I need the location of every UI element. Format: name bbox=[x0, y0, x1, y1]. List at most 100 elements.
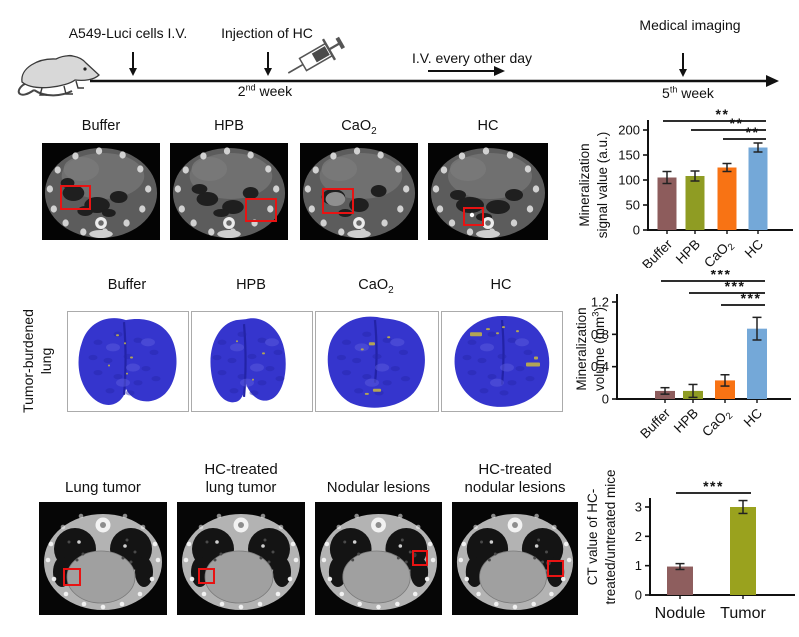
lung-render-hc bbox=[441, 311, 563, 412]
row1-label-hc: HC bbox=[428, 118, 548, 135]
ct-image-cao2 bbox=[300, 143, 418, 240]
arrow-right-icon bbox=[428, 64, 506, 83]
svg-text:HPB: HPB bbox=[673, 237, 703, 267]
arrow-down-icon bbox=[127, 52, 139, 81]
row1-label-hpb: HPB bbox=[170, 118, 288, 135]
ct-image-hc-nodular bbox=[452, 502, 578, 615]
svg-text:**: ** bbox=[716, 108, 730, 122]
svg-text:200: 200 bbox=[618, 123, 640, 138]
syringe-icon bbox=[283, 34, 349, 85]
group-label: CaO bbox=[341, 118, 372, 134]
label-line1: Lung tumor bbox=[65, 479, 141, 497]
timeline-label-injection: Injection of HC bbox=[221, 25, 313, 41]
ylabel-line: signal value (a.u.) bbox=[595, 131, 610, 239]
svg-text:Buffer: Buffer bbox=[639, 236, 675, 268]
timeline-axis bbox=[88, 70, 780, 97]
group-label: HPB bbox=[236, 277, 266, 293]
ct-image-hpb bbox=[170, 143, 288, 240]
row3-label-lung-tumor: Lung tumor bbox=[39, 456, 167, 498]
group-label-sub: 2 bbox=[371, 125, 377, 137]
arrow-down-icon bbox=[677, 53, 689, 82]
ylabel-line: CT value of HC- bbox=[585, 488, 601, 586]
row1-label-buffer: Buffer bbox=[42, 118, 160, 135]
week5-number: 5 bbox=[662, 85, 670, 101]
svg-text:0.8: 0.8 bbox=[591, 327, 609, 342]
ct-image-buffer bbox=[42, 143, 160, 240]
label-line1: HC-treated bbox=[478, 460, 552, 478]
roi-box bbox=[322, 188, 354, 214]
roi-box bbox=[198, 568, 215, 584]
ct-image-lung-tumor bbox=[39, 502, 167, 615]
svg-text:0: 0 bbox=[633, 223, 640, 238]
label-line1: HC-treated bbox=[204, 460, 278, 478]
side-label-line2: lung bbox=[38, 347, 54, 375]
svg-text:0: 0 bbox=[635, 588, 642, 603]
ct-image-hc bbox=[428, 143, 548, 240]
svg-text:50: 50 bbox=[626, 198, 640, 213]
svg-text:CaO2: CaO2 bbox=[701, 237, 737, 268]
svg-text:HC: HC bbox=[741, 405, 766, 430]
row3-label-hc-nodular: HC-treated nodular lesions bbox=[452, 456, 578, 498]
row2-label-buffer: Buffer bbox=[67, 277, 187, 294]
roi-box bbox=[60, 185, 91, 210]
group-label: HC bbox=[490, 277, 512, 293]
group-label: Buffer bbox=[81, 118, 121, 134]
row2-label-hc: HC bbox=[441, 277, 561, 294]
row3-label-nodular: Nodular lesions bbox=[315, 456, 442, 498]
roi-box bbox=[245, 198, 277, 222]
svg-text:Buffer: Buffer bbox=[637, 405, 673, 441]
svg-text:**: ** bbox=[746, 124, 760, 140]
row2-label-hpb: HPB bbox=[191, 277, 311, 294]
timeline-week2: 2nd week bbox=[225, 83, 305, 100]
week2-ordinal: nd bbox=[245, 82, 256, 93]
row3-label-hc-lung-tumor: HC-treated lung tumor bbox=[177, 456, 305, 498]
label-line2: nodular lesions bbox=[464, 479, 566, 497]
group-label: Buffer bbox=[107, 277, 147, 293]
side-label-line1: Tumor-burdened bbox=[19, 309, 36, 413]
roi-box bbox=[463, 207, 484, 226]
group-label: HPB bbox=[214, 118, 244, 134]
timeline-label-cells: A549-Luci cells I.V. bbox=[68, 25, 188, 41]
svg-text:Nodule: Nodule bbox=[655, 605, 706, 622]
svg-text:1.2: 1.2 bbox=[591, 295, 609, 310]
svg-text:1: 1 bbox=[635, 558, 642, 573]
svg-text:***: *** bbox=[711, 270, 732, 282]
svg-text:100: 100 bbox=[618, 173, 640, 188]
week5-word: week bbox=[677, 85, 714, 101]
roi-box bbox=[412, 550, 428, 566]
label-line2: lung tumor bbox=[205, 479, 277, 497]
chart-ct-value: 0 1 2 3 *** Nodule Tumor bbox=[635, 478, 795, 622]
timeline-label-imaging: Medical imaging bbox=[639, 17, 741, 33]
svg-text:HPB: HPB bbox=[671, 406, 701, 436]
svg-text:150: 150 bbox=[618, 148, 640, 163]
lung-render-buffer bbox=[67, 311, 189, 412]
svg-text:***: *** bbox=[741, 290, 762, 306]
group-label: CaO bbox=[358, 277, 389, 293]
svg-text:Tumor: Tumor bbox=[720, 605, 766, 622]
timeline-week5: 5th week bbox=[650, 85, 726, 102]
svg-text:CaO2: CaO2 bbox=[699, 406, 735, 442]
mouse-icon bbox=[12, 50, 104, 102]
arrow-down-icon bbox=[262, 52, 274, 81]
ylabel-line: Mineralization bbox=[577, 143, 593, 227]
group-label: HC bbox=[477, 118, 499, 134]
svg-text:***: *** bbox=[725, 278, 746, 294]
svg-text:HC: HC bbox=[742, 236, 767, 261]
ct-image-hc-lung-tumor bbox=[177, 502, 305, 615]
timeline-label-iv: I.V. every other day bbox=[411, 50, 533, 66]
lung-render-cao2 bbox=[315, 311, 439, 412]
lung-render-hpb bbox=[191, 311, 313, 412]
week2-word: week bbox=[255, 83, 293, 99]
svg-text:**: ** bbox=[730, 115, 744, 131]
row1-label-cao2: CaO2 bbox=[300, 118, 418, 137]
label-line1: Nodular lesions bbox=[326, 479, 431, 497]
chart1-ylabel: Mineralization signal value (a.u.) bbox=[575, 110, 613, 260]
svg-text:3: 3 bbox=[635, 500, 642, 515]
row2-side-label: Tumor-burdened lung bbox=[19, 300, 55, 422]
roi-box bbox=[63, 568, 81, 586]
svg-text:0.4: 0.4 bbox=[591, 359, 609, 374]
svg-text:2: 2 bbox=[635, 529, 642, 544]
svg-text:0: 0 bbox=[602, 392, 609, 407]
